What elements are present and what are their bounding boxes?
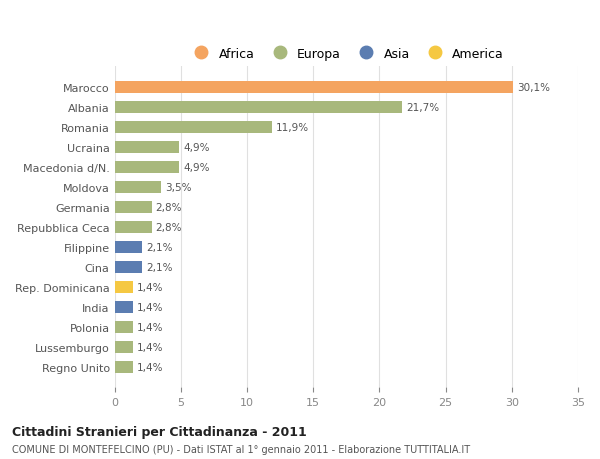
Bar [115,241,142,253]
Bar [115,221,152,233]
Text: 2,1%: 2,1% [146,262,173,272]
Text: 1,4%: 1,4% [137,302,164,312]
Bar [115,162,179,174]
Bar [115,181,161,193]
Bar [115,281,133,293]
Text: 1,4%: 1,4% [137,342,164,352]
Bar [115,82,513,94]
Text: 4,9%: 4,9% [184,162,210,173]
Text: 3,5%: 3,5% [165,182,191,192]
Bar [115,341,133,353]
Text: 2,8%: 2,8% [155,222,182,232]
Bar [115,202,152,213]
Text: 11,9%: 11,9% [276,123,309,133]
Text: 1,4%: 1,4% [137,282,164,292]
Bar [115,122,272,134]
Text: COMUNE DI MONTEFELCINO (PU) - Dati ISTAT al 1° gennaio 2011 - Elaborazione TUTTI: COMUNE DI MONTEFELCINO (PU) - Dati ISTAT… [12,444,470,454]
Text: 2,8%: 2,8% [155,202,182,213]
Text: 4,9%: 4,9% [184,142,210,152]
Bar [115,321,133,333]
Text: 21,7%: 21,7% [406,102,439,112]
Text: 1,4%: 1,4% [137,362,164,372]
Bar [115,261,142,273]
Legend: Africa, Europa, Asia, America: Africa, Europa, Asia, America [182,41,510,67]
Text: 2,1%: 2,1% [146,242,173,252]
Bar [115,361,133,373]
Text: 30,1%: 30,1% [517,83,550,93]
Text: 1,4%: 1,4% [137,322,164,332]
Text: Cittadini Stranieri per Cittadinanza - 2011: Cittadini Stranieri per Cittadinanza - 2… [12,425,307,438]
Bar [115,101,402,113]
Bar [115,141,179,153]
Bar [115,301,133,313]
